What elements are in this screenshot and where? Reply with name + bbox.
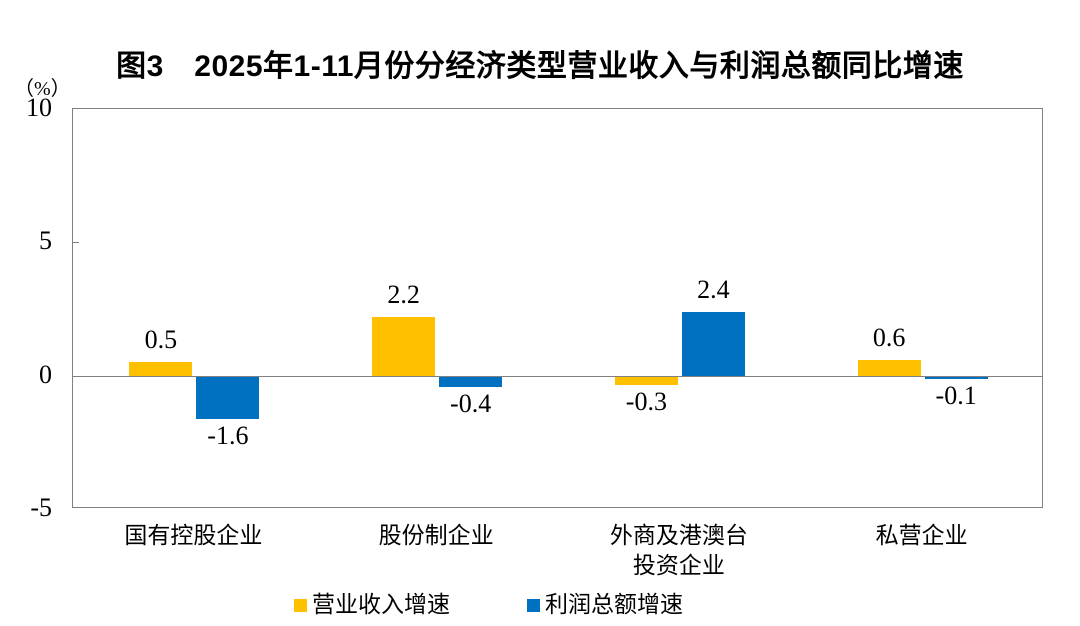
bar-value-label: -1.6	[207, 421, 249, 451]
y-axis-tick	[73, 242, 79, 244]
legend-item: 营业收入增速	[294, 592, 450, 618]
bar-series-0-group-1	[372, 317, 436, 376]
bar-series-0-group-3	[857, 359, 921, 376]
bar-series-0-group-0	[129, 362, 193, 376]
bar-series-1-group-3	[924, 376, 988, 380]
bar-series-1-group-0	[196, 376, 260, 420]
bar-series-0-group-2	[614, 376, 678, 385]
legend-item: 利润总额增速	[527, 592, 683, 618]
x-category-label: 国有控股企业	[124, 523, 263, 548]
y-tick-label: -5	[30, 493, 52, 522]
x-category-label: 私营企业	[875, 523, 968, 548]
bar-value-label: -0.1	[935, 381, 977, 411]
legend-label: 利润总额增速	[545, 592, 683, 617]
legend-swatch-icon	[527, 598, 540, 612]
chart-title: 图3 2025年1-11月份分经济类型营业收入与利润总额同比增速	[116, 50, 964, 83]
x-category-label: 股份制企业	[378, 523, 494, 548]
bar-value-label: 2.4	[697, 274, 730, 304]
bar-value-label: 0.5	[144, 325, 178, 355]
y-tick-label: 5	[39, 226, 52, 256]
y-axis-unit-label: （%）	[14, 78, 71, 100]
y-tick-label: 0	[39, 359, 52, 389]
y-tick-label: 10	[26, 93, 52, 122]
bar-value-label: -0.3	[625, 386, 667, 416]
legend-label: 营业收入增速	[312, 592, 450, 617]
legend-swatch-icon	[294, 598, 307, 612]
bar-value-label: 2.2	[387, 280, 420, 309]
bar-series-1-group-2	[681, 311, 745, 376]
bar-value-label: -0.4	[450, 389, 492, 419]
bar-value-label: 0.6	[872, 322, 906, 352]
x-category-label: 外商及港澳台 投资企业	[609, 523, 748, 578]
zero-gridline	[73, 375, 1042, 377]
plot-area: 0.5 2.2 -0.3 0.6 -1.6 -0.4 2.4 -0.1	[72, 108, 1043, 508]
bar-series-1-group-1	[439, 376, 503, 388]
